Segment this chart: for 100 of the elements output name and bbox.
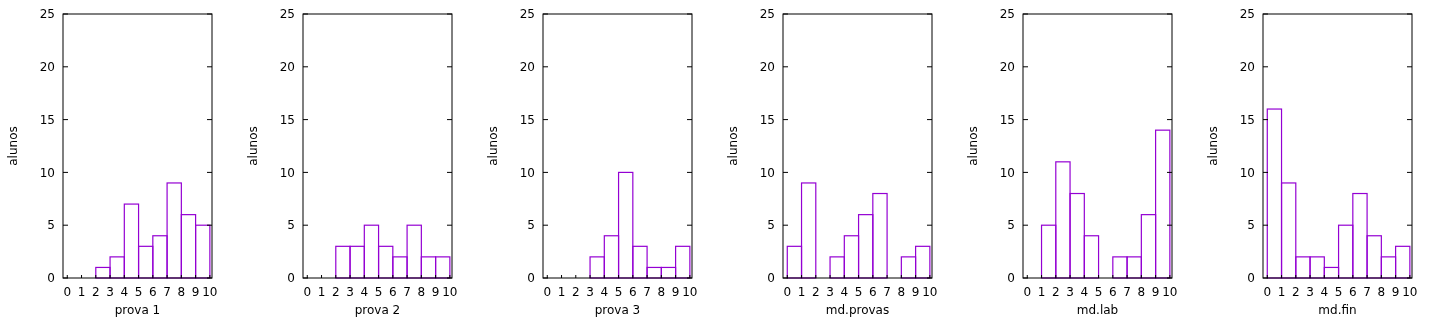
y-tick-label: 15: [1239, 112, 1255, 127]
y-tick-label: 25: [1239, 7, 1255, 22]
x-tick-label: 4: [360, 285, 369, 299]
x-axis-title: prova 3: [594, 303, 641, 317]
x-axis-title: md.fin: [1318, 303, 1357, 317]
x-tick-label: 7: [163, 285, 171, 299]
y-tick-label: 0: [527, 271, 535, 286]
y-tick-label: 5: [47, 218, 55, 233]
x-tick-label: 7: [403, 285, 411, 299]
x-tick-label: 6: [149, 285, 157, 299]
y-tick-label: 20: [1239, 60, 1255, 74]
x-tick-label: 9: [671, 285, 680, 299]
x-axis-title: prova 2: [354, 303, 401, 317]
y-tick-label: 25: [999, 7, 1015, 22]
x-tick-label: 2: [571, 285, 580, 299]
y-tick-label: 15: [519, 112, 535, 127]
x-tick-label: 9: [431, 285, 440, 299]
y-tick-label: 15: [759, 112, 775, 127]
y-tick-label: 0: [1007, 271, 1015, 286]
y-tick-label: 10: [279, 165, 295, 180]
x-tick-label: 5: [374, 285, 383, 299]
y-tick-label: 5: [767, 218, 775, 233]
x-axis-title: md.provas: [825, 303, 890, 317]
y-axis-title: alunos: [486, 126, 500, 166]
x-tick-label: 0: [783, 285, 792, 299]
y-tick-label: 20: [519, 60, 535, 74]
x-tick-label: 9: [911, 285, 920, 299]
y-tick-label: 10: [519, 165, 535, 180]
x-tick-label: 5: [854, 285, 863, 299]
x-tick-label: 5: [134, 285, 143, 299]
x-tick-label: 0: [63, 285, 72, 299]
x-tick-label: 6: [1349, 285, 1357, 299]
y-tick-label: 25: [279, 7, 295, 22]
x-tick-label: 5: [614, 285, 623, 299]
y-tick-label: 10: [759, 165, 775, 180]
x-tick-label: 3: [826, 285, 834, 299]
x-tick-label: 10: [682, 285, 698, 299]
y-tick-label: 15: [279, 112, 295, 127]
x-tick-label: 2: [331, 285, 340, 299]
y-tick-label: 5: [1247, 218, 1255, 233]
x-tick-label: 2: [91, 285, 100, 299]
y-tick-label: 20: [999, 60, 1015, 74]
x-tick-label: 8: [1377, 285, 1386, 299]
y-tick-label: 0: [287, 271, 295, 286]
x-tick-label: 10: [1402, 285, 1418, 299]
y-tick-label: 25: [519, 7, 535, 22]
x-tick-label: 7: [1123, 285, 1131, 299]
y-tick-label: 20: [759, 60, 775, 74]
y-axis-title: alunos: [1206, 126, 1220, 166]
x-tick-label: 1: [557, 285, 566, 299]
y-tick-label: 25: [39, 7, 55, 22]
x-tick-label: 0: [303, 285, 312, 299]
x-tick-label: 3: [1066, 285, 1074, 299]
x-tick-label: 7: [883, 285, 891, 299]
y-tick-label: 15: [999, 112, 1015, 127]
x-tick-label: 5: [1094, 285, 1103, 299]
x-tick-label: 9: [1391, 285, 1400, 299]
y-tick-label: 10: [1239, 165, 1255, 180]
x-tick-label: 6: [869, 285, 877, 299]
y-tick-label: 5: [287, 218, 295, 233]
x-tick-label: 6: [629, 285, 637, 299]
x-tick-label: 2: [811, 285, 820, 299]
x-tick-label: 1: [1277, 285, 1286, 299]
x-tick-label: 1: [317, 285, 326, 299]
x-tick-label: 3: [586, 285, 594, 299]
x-tick-label: 7: [643, 285, 651, 299]
x-tick-label: 2: [1051, 285, 1060, 299]
x-tick-label: 10: [922, 285, 938, 299]
x-tick-label: 0: [543, 285, 552, 299]
y-tick-label: 25: [759, 7, 775, 22]
y-tick-label: 5: [1007, 218, 1015, 233]
x-tick-label: 8: [1137, 285, 1146, 299]
x-tick-label: 4: [1320, 285, 1329, 299]
y-tick-label: 0: [47, 271, 55, 286]
x-tick-label: 2: [1291, 285, 1300, 299]
y-tick-label: 0: [1247, 271, 1255, 286]
x-tick-label: 3: [106, 285, 114, 299]
x-tick-label: 5: [1334, 285, 1343, 299]
y-tick-label: 0: [767, 271, 775, 286]
x-tick-label: 4: [600, 285, 609, 299]
x-tick-label: 10: [202, 285, 218, 299]
x-tick-label: 1: [1037, 285, 1046, 299]
x-axis-title: md.lab: [1076, 303, 1119, 317]
x-tick-label: 8: [177, 285, 186, 299]
x-tick-label: 8: [897, 285, 906, 299]
y-tick-label: 10: [39, 165, 55, 180]
x-tick-label: 9: [191, 285, 200, 299]
y-tick-label: 15: [39, 112, 55, 127]
x-tick-label: 1: [77, 285, 86, 299]
y-tick-label: 10: [999, 165, 1015, 180]
x-tick-label: 1: [797, 285, 806, 299]
x-tick-label: 10: [442, 285, 458, 299]
x-tick-label: 10: [1162, 285, 1178, 299]
x-tick-label: 4: [120, 285, 129, 299]
y-tick-label: 5: [527, 218, 535, 233]
x-tick-label: 6: [389, 285, 397, 299]
x-tick-label: 0: [1023, 285, 1032, 299]
x-tick-label: 4: [840, 285, 849, 299]
y-tick-label: 20: [279, 60, 295, 74]
x-tick-label: 4: [1080, 285, 1089, 299]
